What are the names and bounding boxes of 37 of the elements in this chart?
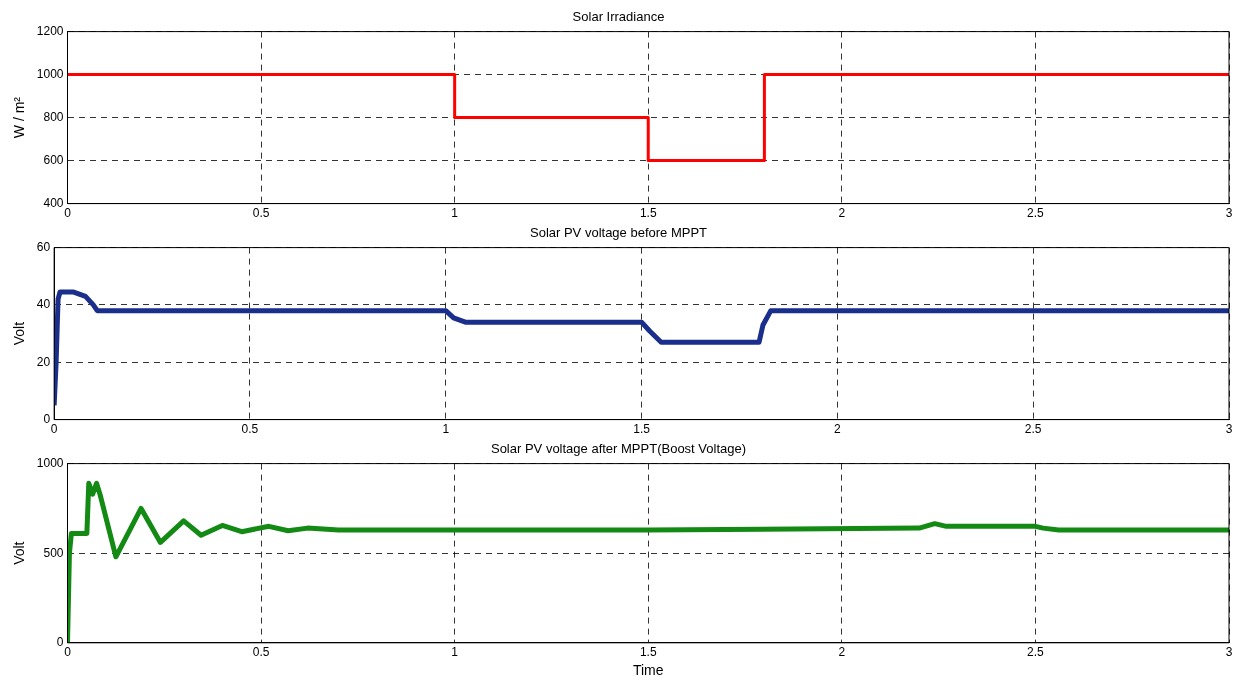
x-tick-label: 0.5 [241,422,259,437]
y-tick-label: 1000 [36,66,64,81]
x-tick-label: 1.5 [639,206,657,221]
x-tick-label: 2 [834,422,842,437]
x-tick-label: 2 [838,206,846,221]
x-tick-label: 3 [1225,206,1233,221]
y-tick-label: 20 [36,354,51,369]
x-tick-label: 2 [838,645,846,660]
y-tick-label: 0 [43,411,51,426]
x-tick-label: 2.5 [1027,645,1045,660]
x-tick-label: 1 [451,645,459,660]
y-tick-label: 0 [56,635,64,650]
y-tick-label: 1000 [36,455,64,470]
y-axis-title: Volt [11,321,28,346]
y-tick-label: 400 [43,195,64,210]
y-axis-title: W / m² [11,96,28,139]
x-tick-label: 0.5 [252,206,270,221]
x-tick-label: 1 [451,206,459,221]
x-tick-label: 2.5 [1024,422,1042,437]
chart-title: Solar Irradiance [572,9,665,25]
y-tick-label: 500 [43,545,64,560]
x-tick-label: 1.5 [633,422,651,437]
y-tick-label: 60 [36,239,51,254]
chart-title: Solar PV voltage before MPPT [529,225,708,241]
x-tick-label: 3 [1225,422,1233,437]
x-tick-label: 1.5 [639,645,657,660]
x-tick-label: 3 [1225,645,1233,660]
x-tick-label: 2.5 [1027,206,1045,221]
y-tick-label: 40 [36,297,51,312]
x-axis-title: Time [632,662,664,679]
y-tick-label: 800 [43,109,64,124]
x-tick-label: 0.5 [252,645,270,660]
y-axis-title: Volt [11,541,28,565]
y-tick-label: 600 [43,152,64,167]
x-tick-label: 1 [442,422,450,437]
y-tick-label: 1200 [36,23,64,38]
chart-title: Solar PV voltage after MPPT(Boost Voltage) [490,441,747,457]
